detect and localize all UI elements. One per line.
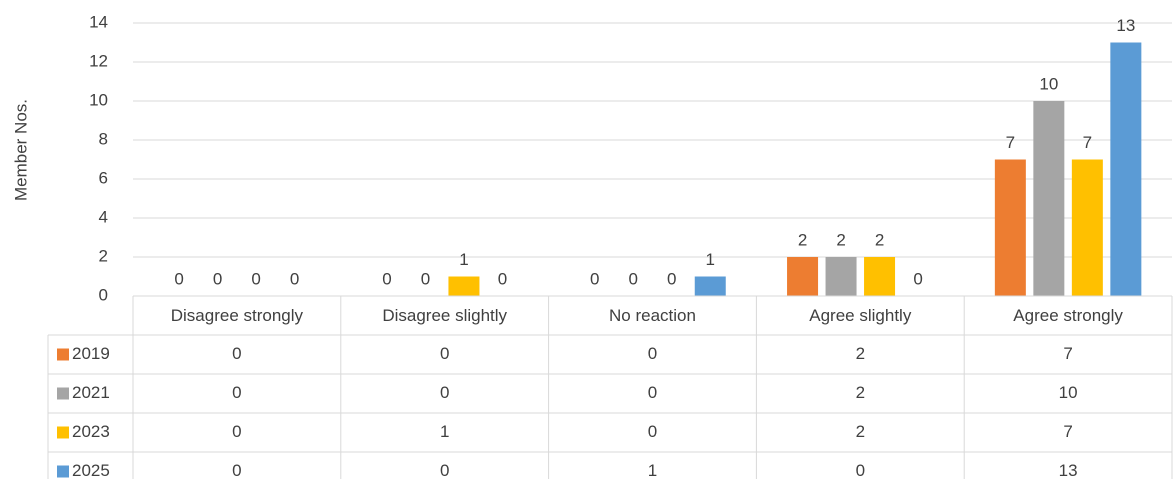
y-tick-label: 14 [89, 12, 108, 31]
bar [448, 276, 480, 296]
x-tick-label: Agree slightly [809, 306, 912, 325]
table-cell: 0 [232, 422, 241, 441]
data-label: 0 [251, 269, 260, 288]
legend-label: 2023 [72, 422, 110, 441]
data-label: 0 [667, 269, 676, 288]
legend-label: 2021 [72, 383, 110, 402]
bar [1071, 159, 1103, 296]
data-label: 1 [459, 250, 468, 269]
table-cell: 7 [1063, 344, 1072, 363]
y-tick-label: 10 [89, 90, 108, 109]
data-label: 0 [913, 269, 922, 288]
data-label: 10 [1039, 74, 1058, 93]
x-tick-label: Disagree slightly [382, 306, 507, 325]
data-label: 0 [590, 269, 599, 288]
table-cell: 0 [232, 461, 241, 479]
legend-swatch [57, 426, 69, 439]
table-cell: 10 [1059, 383, 1078, 402]
y-tick-label: 2 [99, 246, 108, 265]
x-tick-label: No reaction [609, 306, 696, 325]
data-label: 0 [382, 269, 391, 288]
data-label: 2 [875, 230, 884, 249]
y-tick-label: 6 [99, 168, 108, 187]
data-label: 0 [174, 269, 183, 288]
data-label: 7 [1006, 133, 1015, 152]
table-cell: 0 [440, 383, 449, 402]
data-label: 0 [629, 269, 638, 288]
data-label: 0 [213, 269, 222, 288]
legend-swatch [57, 465, 69, 478]
table-cell: 1 [440, 422, 449, 441]
legend-swatch [57, 387, 69, 400]
legend-label: 2025 [72, 461, 110, 479]
x-tick-label: Disagree strongly [171, 306, 304, 325]
y-tick-label: 12 [89, 51, 108, 70]
data-label: 13 [1116, 16, 1135, 35]
table-cell: 0 [232, 383, 241, 402]
bar [864, 257, 896, 296]
legend-label: 2019 [72, 344, 110, 363]
bar [825, 257, 857, 296]
table-cell: 0 [440, 461, 449, 479]
table-cell: 13 [1059, 461, 1078, 479]
y-tick-label: 8 [99, 129, 108, 148]
table-cell: 1 [648, 461, 657, 479]
x-tick-label: Agree strongly [1013, 306, 1123, 325]
table-cell: 0 [856, 461, 865, 479]
table-cell: 0 [648, 344, 657, 363]
table-cell: 0 [648, 422, 657, 441]
table-cell: 0 [648, 383, 657, 402]
data-label: 0 [290, 269, 299, 288]
data-label: 2 [836, 230, 845, 249]
table-cell: 2 [856, 422, 865, 441]
table-cell: 0 [232, 344, 241, 363]
table-cell: 2 [856, 344, 865, 363]
data-label: 0 [498, 269, 507, 288]
bar [787, 257, 819, 296]
table-cell: 2 [856, 383, 865, 402]
y-axis-label: Member Nos. [11, 99, 30, 201]
bar [694, 276, 726, 296]
data-label: 2 [798, 230, 807, 249]
table-cell: 0 [440, 344, 449, 363]
legend-swatch [57, 348, 69, 361]
y-tick-label: 0 [99, 285, 108, 304]
bar [994, 159, 1026, 296]
y-tick-label: 4 [99, 207, 108, 226]
data-label: 1 [706, 250, 715, 269]
bar [1033, 101, 1065, 296]
table-cell: 7 [1063, 422, 1072, 441]
data-label: 7 [1083, 133, 1092, 152]
bar [1110, 42, 1142, 296]
data-label: 0 [421, 269, 430, 288]
